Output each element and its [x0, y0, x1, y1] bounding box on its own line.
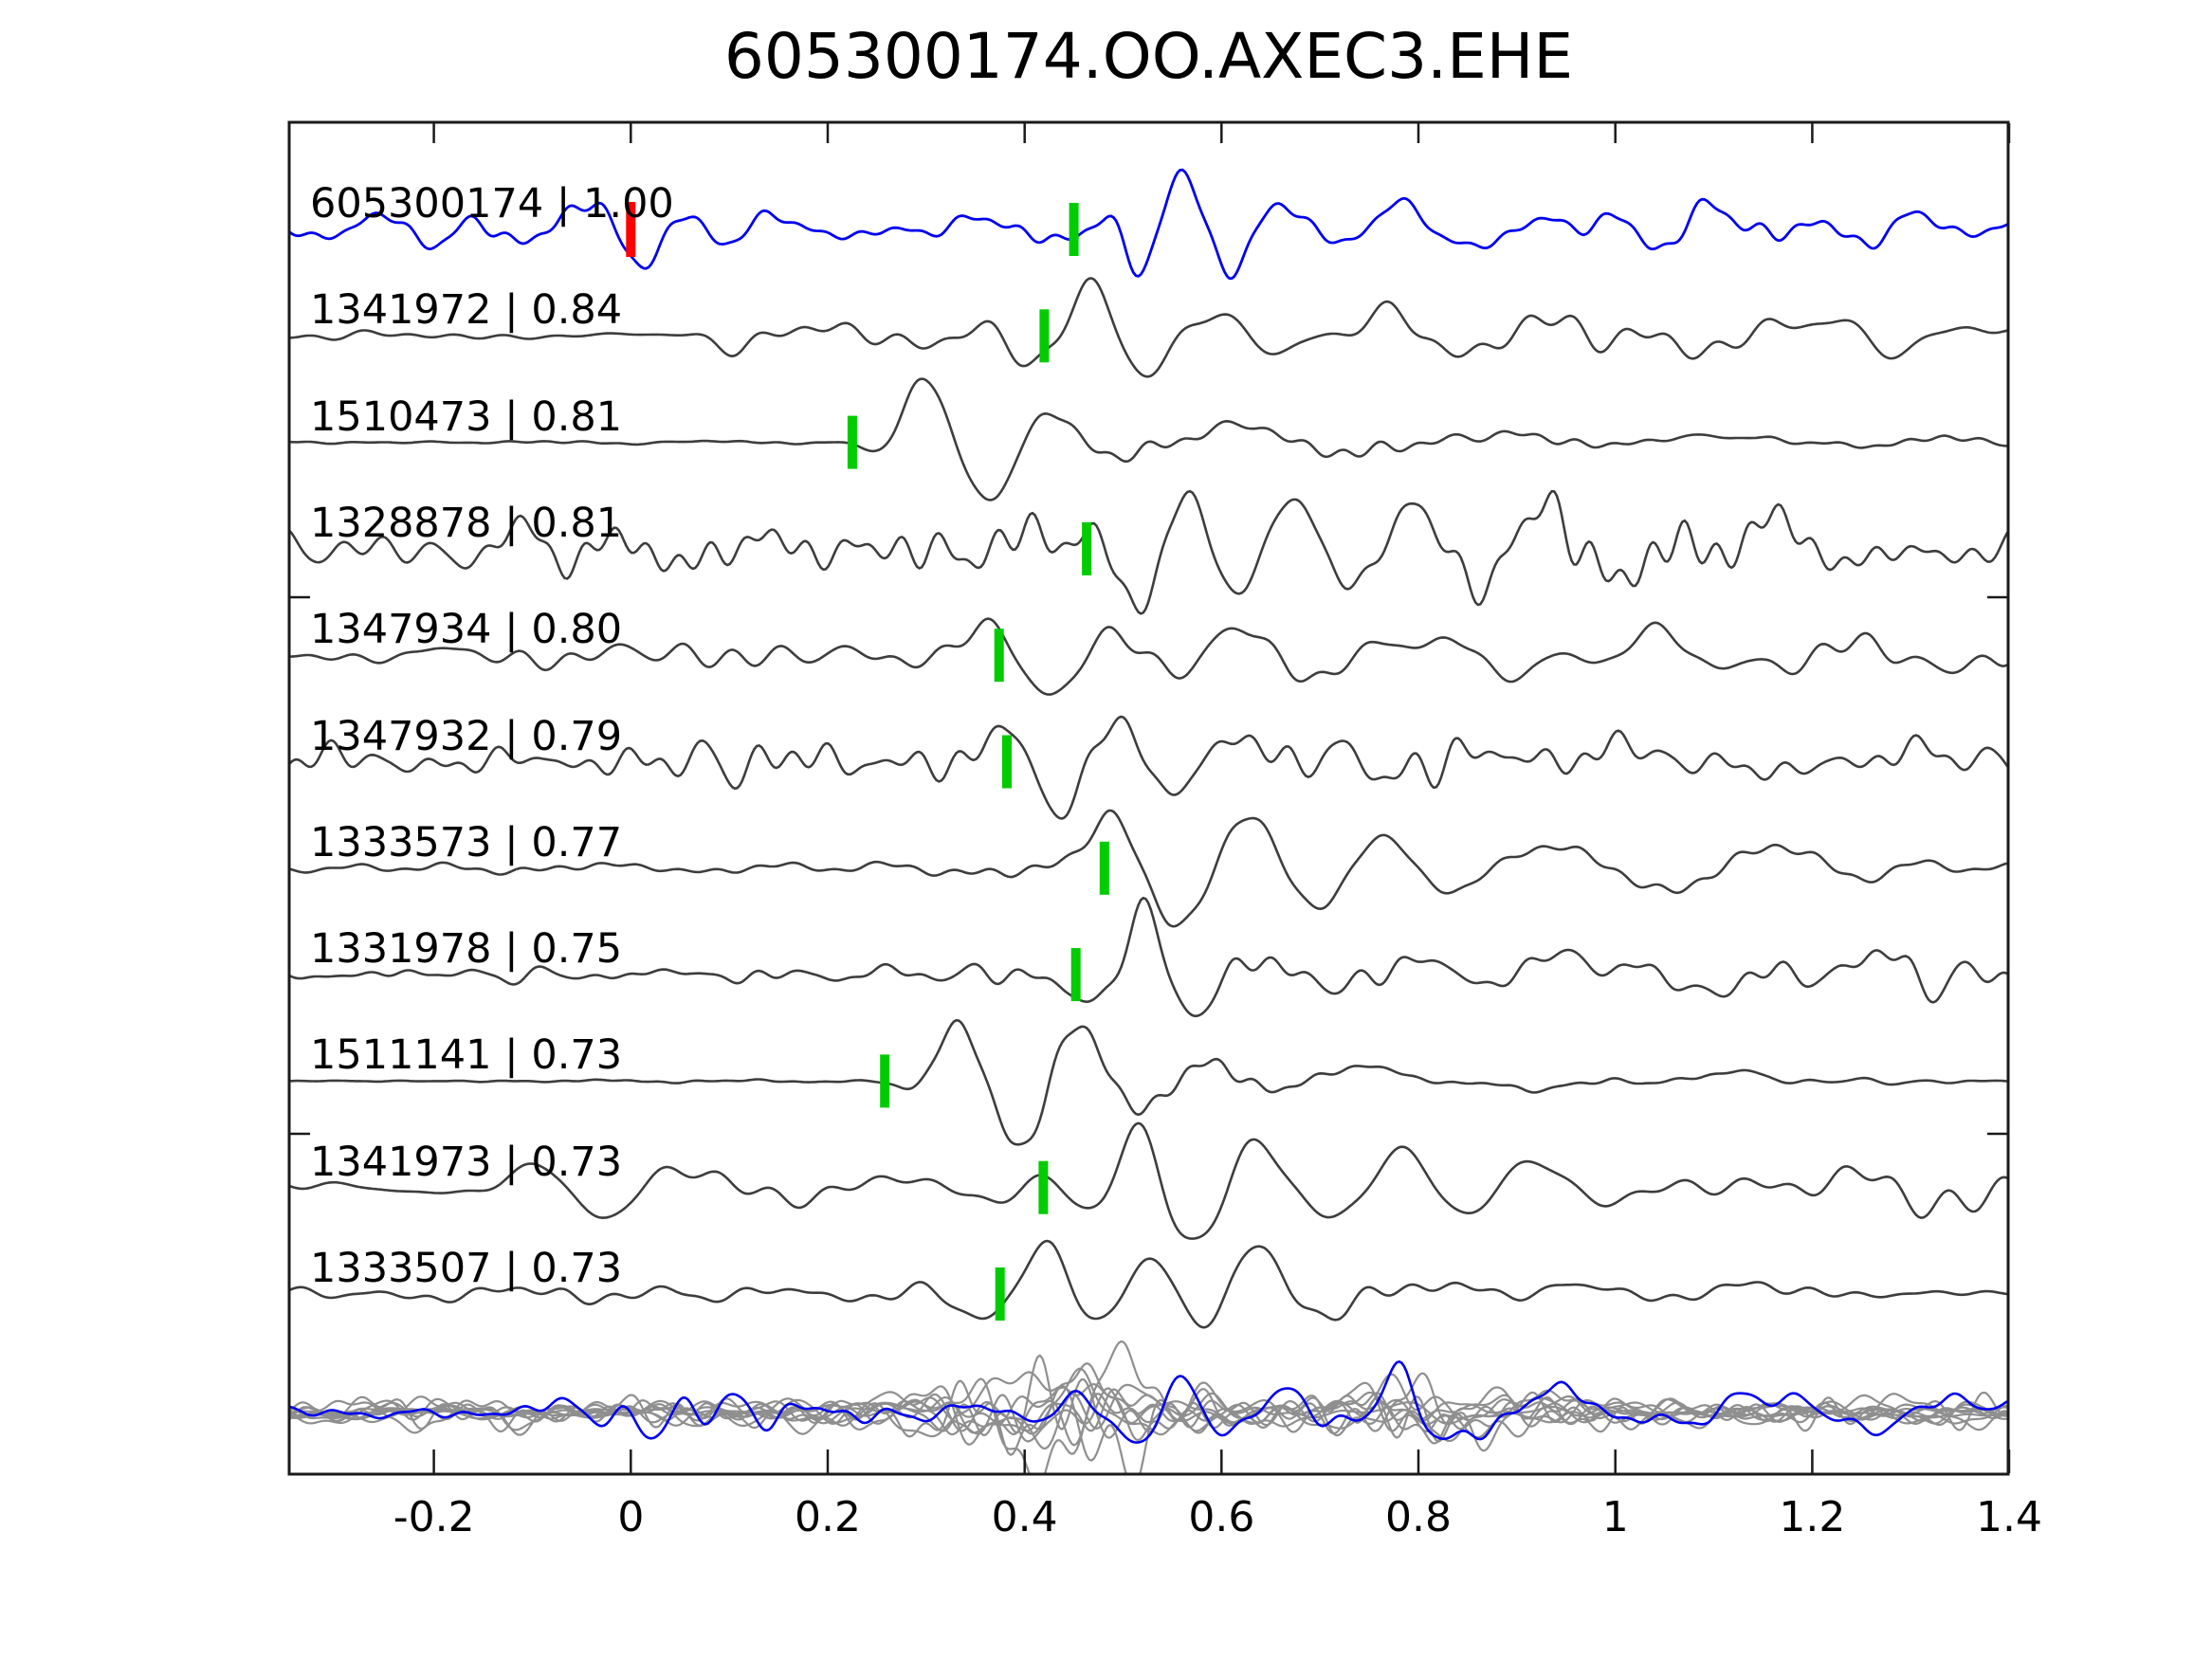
waveform-trace-1333507	[289, 1239, 2008, 1329]
trace-label-1341973: 1341973 | 0.73	[310, 1138, 623, 1186]
waveform-trace-1331978	[289, 896, 2008, 1018]
waveform-trace-1341972	[289, 277, 2008, 378]
plot-frame	[287, 120, 2010, 1476]
x-tick-label-0.4: 0.4	[991, 1493, 1058, 1541]
trace-label-1347932: 1347932 | 0.79	[310, 712, 623, 760]
trace-label-1511141: 1511141 | 0.73	[310, 1031, 623, 1080]
trace-label-605300174: 605300174 | 1.00	[310, 180, 674, 228]
x-tick-label-1: 1	[1601, 1493, 1629, 1541]
pick-marker-1328878	[1082, 521, 1092, 575]
x-tick-label-0.6: 0.6	[1188, 1493, 1255, 1541]
waveform-trace-1511141	[289, 1019, 2008, 1146]
trace-label-1333573: 1333573 | 0.77	[310, 818, 623, 866]
figure-title: 605300174.OO.AXEC3.EHE	[723, 20, 1574, 93]
waveform-trace-1510473	[289, 377, 2008, 501]
waveform-trace-605300174	[289, 168, 2008, 281]
trace-label-1510473: 1510473 | 0.81	[310, 392, 623, 441]
pick-marker-1347932	[1002, 735, 1012, 789]
x-tick-label--0.2: -0.2	[393, 1493, 475, 1541]
x-tick-label-0.2: 0.2	[794, 1493, 861, 1541]
pick-marker-605300174	[1069, 203, 1079, 256]
waveform-trace-1341973	[289, 1121, 2008, 1240]
pick-marker-1341973	[1038, 1160, 1049, 1214]
waveform-trace-1333573	[289, 809, 2008, 928]
pick-marker-1347934	[994, 629, 1004, 683]
pick-marker-1333573	[1099, 841, 1109, 895]
trace-label-1333507: 1333507 | 0.73	[310, 1245, 623, 1292]
pick-marker-1510473	[847, 415, 857, 469]
trace-label-1341972: 1341972 | 0.84	[310, 286, 623, 335]
pick-marker-1331978	[1070, 948, 1081, 1002]
pick-marker-1511141	[880, 1054, 890, 1108]
overlay-template-trace	[289, 1360, 2008, 1444]
overlay-trace-8	[289, 1371, 2008, 1474]
trace-label-1328878: 1328878 | 0.81	[310, 499, 623, 547]
overlay-trace-6	[289, 1367, 2008, 1443]
x-tick-label-0.8: 0.8	[1385, 1493, 1452, 1541]
x-tick-label-0: 0	[617, 1493, 645, 1541]
waveform-trace-1347934	[289, 617, 2008, 696]
trace-label-1331978: 1331978 | 0.75	[310, 925, 623, 974]
x-tick-label-1.4: 1.4	[1976, 1493, 2043, 1541]
pick-marker-1341972	[1039, 309, 1050, 363]
waveform-trace-1328878	[289, 489, 2008, 615]
origin-marker-605300174	[626, 202, 636, 257]
waveform-trace-1347932	[289, 715, 2008, 820]
pick-marker-1333507	[995, 1267, 1005, 1321]
x-tick-label-1.2: 1.2	[1779, 1493, 1846, 1541]
trace-label-1347934: 1347934 | 0.80	[310, 606, 623, 654]
